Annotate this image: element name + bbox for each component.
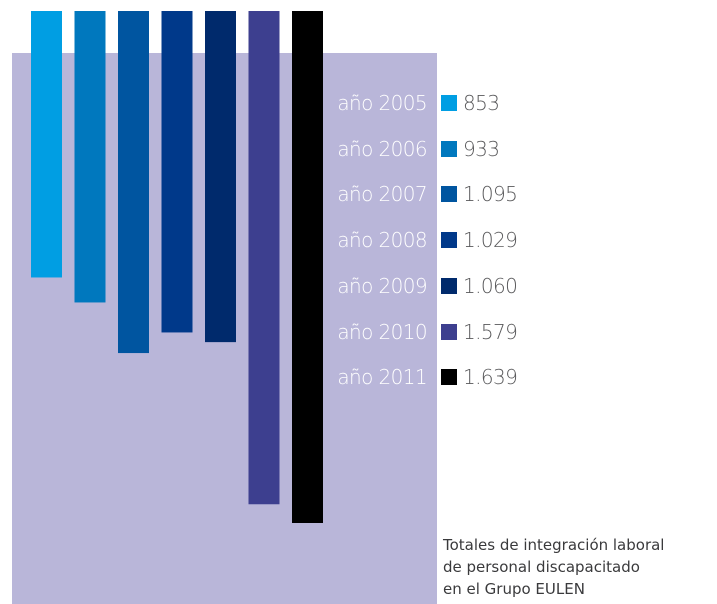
legend-item: año 2005 853 xyxy=(300,88,500,118)
legend-year-label: año 2010 xyxy=(337,319,427,344)
caption-line-2: de personal discapacitado xyxy=(443,558,640,576)
legend-year-label: año 2006 xyxy=(337,136,427,161)
legend-year-label: año 2005 xyxy=(337,91,427,115)
legend-value-label: 1.639 xyxy=(463,365,518,390)
legend-item: año 2010 1.579 xyxy=(300,317,517,347)
bar-ano-2008 xyxy=(161,11,193,333)
legend-swatch xyxy=(441,186,457,203)
legend-swatch xyxy=(441,323,457,340)
legend-item: año 2009 1.060 xyxy=(300,271,517,301)
legend-swatch xyxy=(441,232,457,249)
legend-year-label: año 2008 xyxy=(337,228,427,253)
legend-value-label: 933 xyxy=(463,136,500,161)
caption-line-1: Totales de integración laboral xyxy=(443,536,665,554)
legend-swatch xyxy=(441,277,457,294)
legend-swatch xyxy=(441,140,457,157)
bar-ano-2011 xyxy=(292,11,323,523)
legend-value-label: 1.060 xyxy=(463,273,518,298)
bar-ano-2006 xyxy=(74,11,106,303)
legend-value-label: 853 xyxy=(463,91,500,115)
bar-ano-2009 xyxy=(205,11,236,343)
legend-value-label: 1.095 xyxy=(463,182,518,207)
legend-item: año 2007 1.095 xyxy=(300,179,517,209)
bar-ano-2010 xyxy=(248,11,280,505)
legend-year-label: año 2009 xyxy=(337,273,427,298)
legend-swatch xyxy=(441,369,457,386)
bar-ano-2005 xyxy=(31,11,62,278)
chart-caption: Totales de integración laboral de person… xyxy=(443,534,713,600)
legend-item: año 2006 933 xyxy=(300,134,500,164)
legend-year-label: año 2007 xyxy=(337,182,427,207)
legend-value-label: 1.029 xyxy=(463,228,518,253)
legend-swatch xyxy=(441,95,457,111)
bar-ano-2007 xyxy=(118,11,149,354)
legend-item: año 2008 1.029 xyxy=(300,225,517,255)
caption-line-3: en el Grupo EULEN xyxy=(443,580,585,598)
legend-item: año 2011 1.639 xyxy=(300,362,517,392)
legend-year-label: año 2011 xyxy=(337,365,427,390)
legend-value-label: 1.579 xyxy=(463,319,518,344)
